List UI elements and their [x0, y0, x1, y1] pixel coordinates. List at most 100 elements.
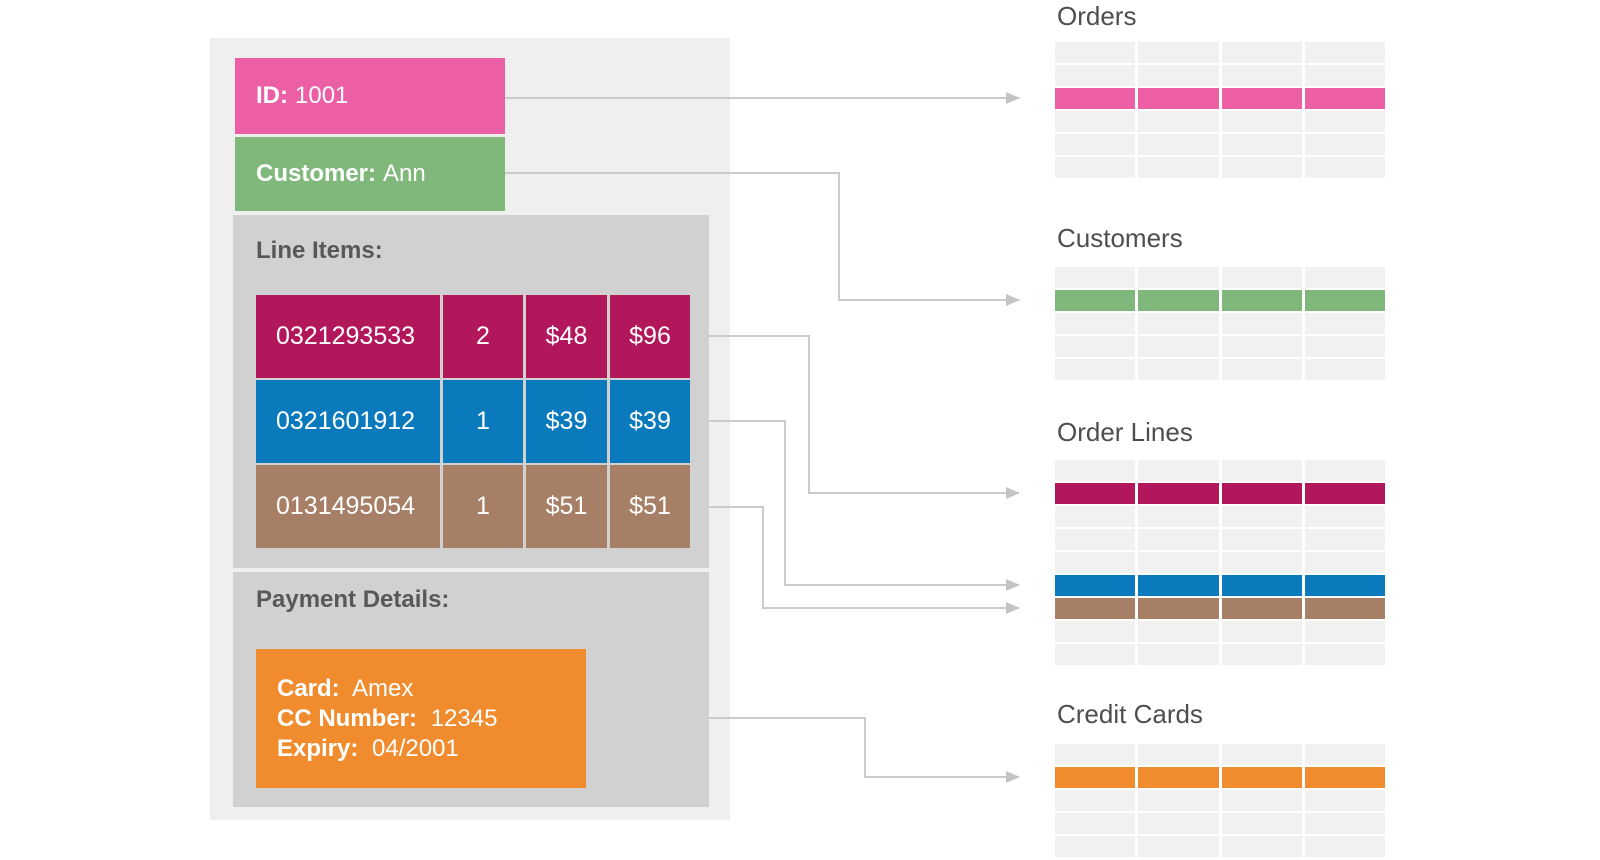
table-title-customers: Customers	[1057, 223, 1183, 253]
credit-cards-empty-cell	[1055, 744, 1136, 765]
orders-highlight-cell	[1138, 88, 1219, 109]
orders-empty-cell	[1221, 134, 1302, 155]
order-lines-empty-cell	[1221, 644, 1302, 665]
payment-details-section: Payment Details: Card: Amex CC Number: 1…	[233, 572, 709, 807]
line-item-2-total: $39	[610, 380, 690, 463]
credit-cards-empty-cell	[1138, 744, 1219, 765]
order-lines-empty-cell	[1055, 529, 1136, 550]
customers-empty-cell	[1304, 359, 1385, 380]
orders-empty-cell	[1138, 65, 1219, 86]
order-lines-highlight-cell	[1304, 598, 1385, 619]
order-lines-empty-cell	[1055, 552, 1136, 573]
orders-empty-cell	[1055, 134, 1136, 155]
orders-empty-cell	[1138, 111, 1219, 132]
orders-highlight-cell	[1304, 88, 1385, 109]
order-id-box: ID: 1001	[235, 58, 505, 134]
orders-empty-cell	[1055, 157, 1136, 178]
order-lines-highlight-cell	[1221, 575, 1302, 596]
orders-empty-cell	[1221, 65, 1302, 86]
orders-empty-cell	[1221, 111, 1302, 132]
orders-empty-cell	[1304, 65, 1385, 86]
orders-empty-cell	[1304, 134, 1385, 155]
customers-empty-cell	[1221, 336, 1302, 357]
line-item-2-sku: 0321601912	[256, 380, 440, 463]
order-lines-empty-cell	[1304, 460, 1385, 481]
table-title-orders: Orders	[1057, 1, 1137, 31]
customers-highlight-cell	[1221, 290, 1302, 311]
orders-empty-cell	[1138, 157, 1219, 178]
order-lines-highlight-cell	[1304, 483, 1385, 504]
line-item-1-total: $96	[610, 295, 690, 378]
card-type-label: Card:	[277, 674, 340, 702]
arrow-payment-to-credit-cards	[709, 717, 1020, 783]
order-lines-empty-cell	[1221, 621, 1302, 642]
table-grid-credit-cards	[1055, 744, 1385, 857]
customers-empty-cell	[1221, 267, 1302, 288]
order-lines-empty-cell	[1304, 552, 1385, 573]
table-title-credit-cards: Credit Cards	[1057, 699, 1203, 729]
credit-cards-empty-cell	[1055, 813, 1136, 834]
customers-empty-cell	[1138, 359, 1219, 380]
orders-empty-cell	[1304, 111, 1385, 132]
customers-empty-cell	[1055, 313, 1136, 334]
order-lines-empty-cell	[1221, 506, 1302, 527]
table-grid-order-lines	[1055, 460, 1385, 665]
customers-empty-cell	[1055, 267, 1136, 288]
order-lines-empty-cell	[1221, 460, 1302, 481]
customers-empty-cell	[1304, 267, 1385, 288]
customers-highlight-cell	[1138, 290, 1219, 311]
line-items-table: 0321293533 2 $48 $96 0321601912 1 $39 $39 013149…	[256, 295, 690, 548]
cc-number-value: 12345	[430, 704, 498, 732]
line-item-1-sku: 0321293533	[256, 295, 440, 378]
expiry-value: 04/2001	[372, 734, 459, 762]
customers-empty-cell	[1055, 359, 1136, 380]
order-lines-empty-cell	[1055, 506, 1136, 527]
relational-tables: Orders Customers Order Lines Credit Cards	[1055, 0, 1385, 860]
orders-empty-cell	[1138, 42, 1219, 63]
orders-empty-cell	[1055, 65, 1136, 86]
credit-cards-empty-cell	[1304, 836, 1385, 857]
order-lines-empty-cell	[1304, 644, 1385, 665]
customers-empty-cell	[1138, 267, 1219, 288]
table-grid-orders	[1055, 42, 1385, 178]
credit-cards-empty-cell	[1138, 836, 1219, 857]
credit-cards-empty-cell	[1221, 790, 1302, 811]
customer-value: Ann	[383, 160, 426, 187]
customers-empty-cell	[1055, 336, 1136, 357]
customer-label: Customer:	[256, 160, 377, 187]
orders-empty-cell	[1304, 42, 1385, 63]
order-lines-empty-cell	[1055, 621, 1136, 642]
order-lines-empty-cell	[1221, 529, 1302, 550]
line-item-3-total: $51	[610, 465, 690, 548]
orders-empty-cell	[1221, 157, 1302, 178]
cc-number-line: CC Number: 12345	[277, 704, 586, 734]
credit-cards-highlight-cell	[1055, 767, 1136, 788]
credit-cards-highlight-cell	[1304, 767, 1385, 788]
orders-empty-cell	[1304, 157, 1385, 178]
customers-empty-cell	[1304, 313, 1385, 334]
order-lines-empty-cell	[1138, 529, 1219, 550]
order-document-panel: ID: 1001 Customer: Ann Line Items: 03212…	[210, 38, 730, 820]
order-lines-highlight-cell	[1138, 598, 1219, 619]
credit-cards-empty-cell	[1221, 836, 1302, 857]
line-item-2-price: $39	[526, 380, 607, 463]
orders-highlight-cell	[1055, 88, 1136, 109]
order-lines-empty-cell	[1138, 644, 1219, 665]
order-lines-highlight-cell	[1304, 575, 1385, 596]
credit-cards-empty-cell	[1304, 813, 1385, 834]
customer-box: Customer: Ann	[235, 137, 505, 211]
line-items-heading: Line Items:	[256, 237, 383, 264]
customers-empty-cell	[1221, 359, 1302, 380]
orders-empty-cell	[1055, 111, 1136, 132]
credit-cards-empty-cell	[1138, 790, 1219, 811]
order-lines-highlight-cell	[1055, 598, 1136, 619]
order-lines-empty-cell	[1304, 506, 1385, 527]
customers-empty-cell	[1304, 336, 1385, 357]
card-type-value: Amex	[352, 674, 414, 702]
credit-cards-highlight-cell	[1221, 767, 1302, 788]
orders-highlight-cell	[1221, 88, 1302, 109]
order-lines-highlight-cell	[1055, 483, 1136, 504]
order-id-label: ID:	[256, 82, 288, 109]
expiry-line: Expiry: 04/2001	[277, 734, 586, 764]
